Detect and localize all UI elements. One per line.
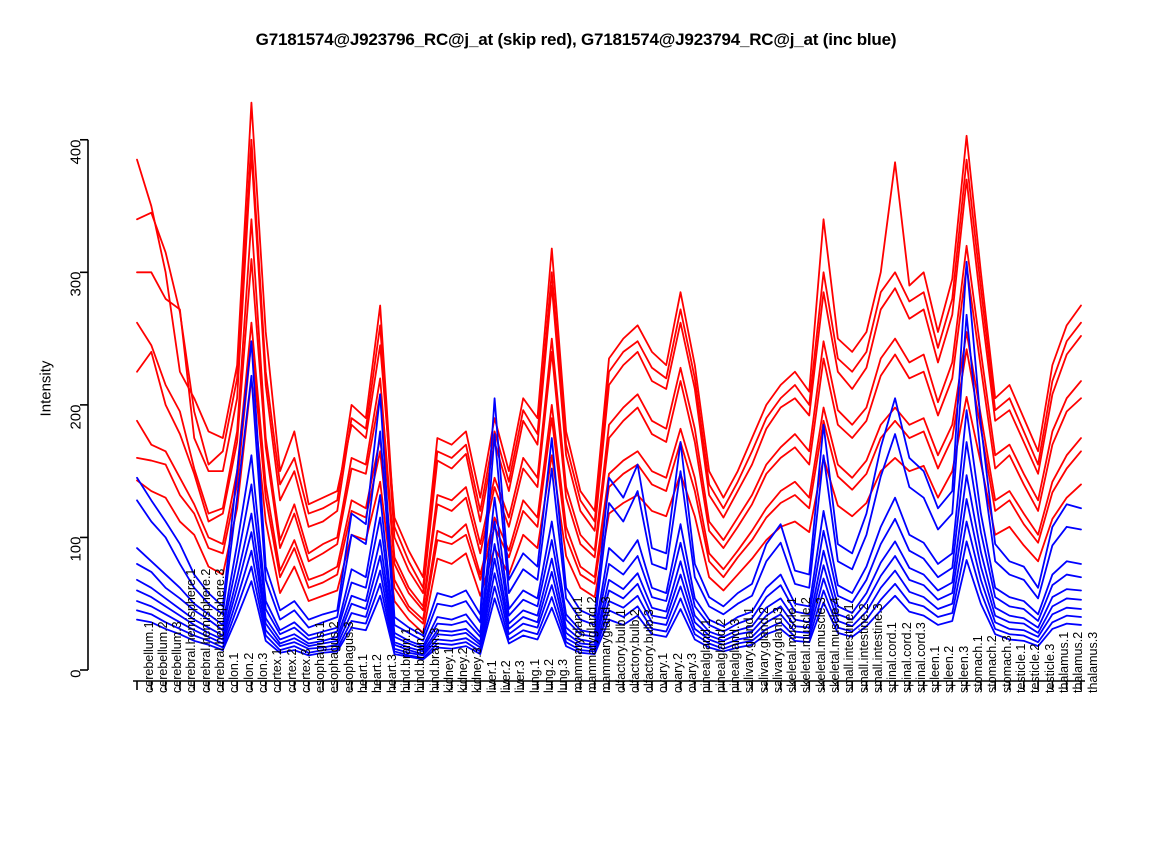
data-series-line <box>136 313 1082 642</box>
y-axis-title: Intensity <box>37 360 55 417</box>
data-series-line <box>136 540 1082 659</box>
data-series-line <box>136 377 1082 634</box>
y-tick-label: 400 <box>67 139 85 165</box>
data-series-line <box>136 101 1082 579</box>
data-series-line <box>136 152 1082 595</box>
data-series-line <box>136 474 1082 653</box>
data-series-line <box>136 441 1082 650</box>
chart-title: G7181574@J923796_RC@j_at (skip red), G71… <box>255 30 897 49</box>
data-series-line <box>136 138 1082 589</box>
data-series-line <box>136 559 1082 661</box>
y-tick-label: 200 <box>67 404 85 430</box>
data-lines-layer <box>136 101 1082 661</box>
data-series-line <box>136 498 1082 655</box>
data-series-line <box>136 520 1082 657</box>
data-series-line <box>136 409 1082 648</box>
data-series-line <box>136 258 1082 612</box>
data-series-line <box>136 260 1082 637</box>
data-series-line <box>136 218 1082 608</box>
axes-layer <box>80 138 1085 690</box>
y-tick-label: 100 <box>67 536 85 562</box>
data-series-line <box>136 340 1082 625</box>
y-tick-label: 0 <box>67 669 85 678</box>
y-tick-label: 300 <box>67 271 85 297</box>
data-series-line <box>136 321 1082 621</box>
